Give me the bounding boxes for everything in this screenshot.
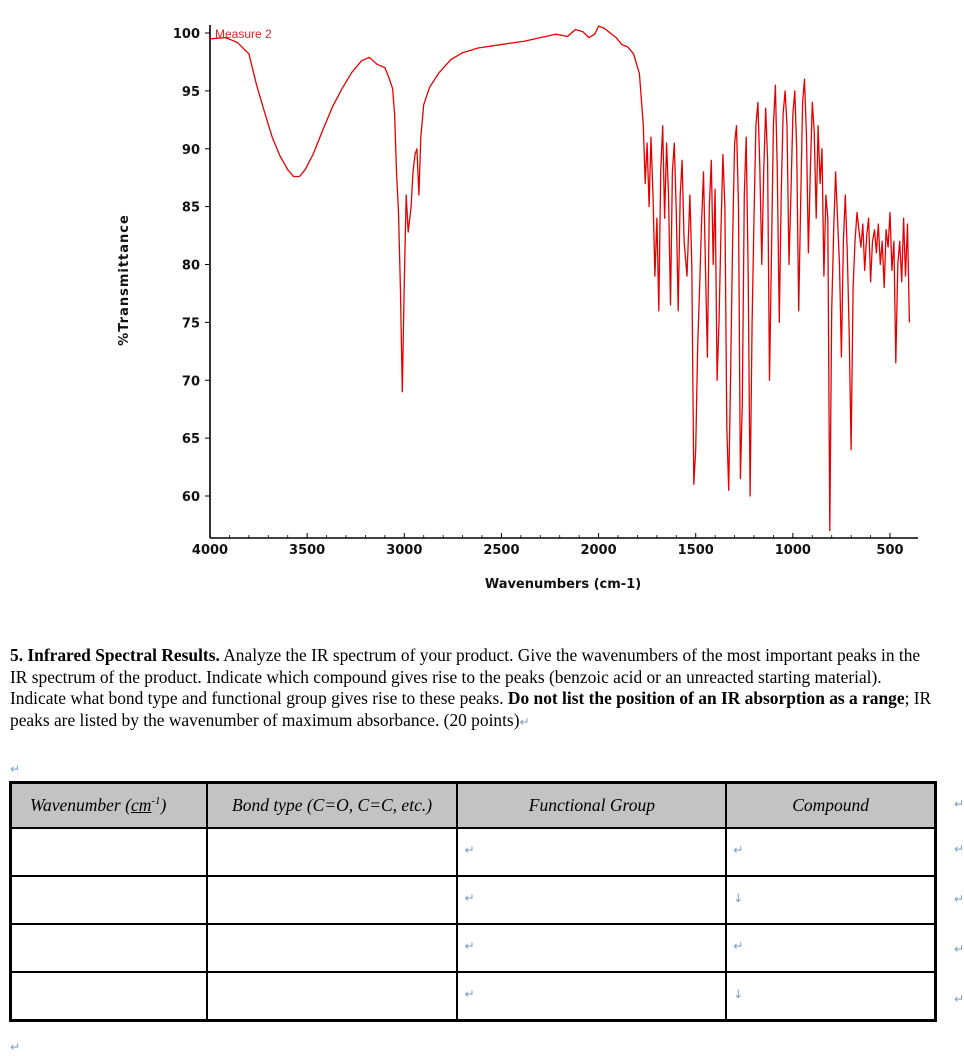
paragraph-mark-icon: ↵ — [10, 762, 21, 776]
x-tick-label: 3500 — [289, 543, 325, 558]
x-tick-label: 4000 — [192, 543, 228, 558]
x-tick-label: 1500 — [678, 543, 714, 558]
x-tick-label: 2000 — [580, 543, 616, 558]
x-tick-label: 500 — [876, 543, 903, 558]
y-tick-label: 70 — [182, 374, 200, 389]
series-label: Measure 2 — [215, 27, 272, 41]
x-tick-label: 1000 — [775, 543, 811, 558]
x-axis-title: Wavenumbers (cm-1) — [485, 577, 641, 592]
bond-type-cell[interactable] — [206, 876, 458, 924]
y-tick-label: 85 — [182, 201, 200, 216]
x-axis-ticks: 4000 3500 3000 2500 2000 1500 1000 500 — [192, 533, 904, 558]
functional-group-cell[interactable]: ↵ — [457, 828, 727, 876]
table-row: ↵ ↵ — [11, 924, 935, 972]
functional-group-cell[interactable]: ↵ — [457, 924, 727, 972]
row-end-mark-icon: ↵ — [953, 797, 964, 811]
paragraph-mark-icon: ↵ — [10, 1040, 21, 1054]
question-text-end: ; IR peaks are listed by the wavenumber … — [10, 688, 932, 730]
row-end-mark-icon: ↵ — [953, 892, 964, 906]
ir-spectrum-chart: 100 95 90 85 80 75 70 65 60 4000 3500 3000 2500 2000… — [117, 25, 918, 592]
y-axis-title: %Transmittance — [117, 214, 132, 346]
compound-cell[interactable]: ↵ — [726, 924, 935, 972]
bond-type-cell[interactable] — [206, 924, 458, 972]
spectrum-line — [209, 25, 911, 532]
header-functional-group: Functional Group — [457, 783, 727, 828]
y-axis-ticks: 100 95 90 85 80 75 70 65 60 — [173, 27, 210, 505]
functional-group-cell[interactable]: ↵ — [457, 972, 727, 1020]
bond-type-cell[interactable] — [206, 972, 458, 1020]
transmittance-series — [209, 25, 911, 532]
row-end-mark-icon: ↵ — [953, 942, 964, 956]
row-end-mark-icon: ↵ — [953, 992, 964, 1006]
y-tick-label: 65 — [182, 432, 200, 447]
bond-type-cell[interactable] — [206, 828, 458, 876]
question-5: 5. Infrared Spectral Results. Analyze th… — [10, 645, 940, 733]
header-bond-type: Bond type (C=O, C=C, etc.) — [206, 783, 458, 828]
wavenumber-cell[interactable] — [11, 972, 207, 1020]
y-tick-label: 100 — [173, 27, 200, 42]
header-compound: Compound — [726, 783, 935, 828]
y-tick-label: 80 — [182, 259, 200, 274]
paragraph-mark-icon: ↵ — [519, 714, 530, 729]
y-tick-label: 90 — [182, 143, 200, 158]
question-title: Infrared Spectral Results. — [27, 645, 220, 665]
question-number: 5. — [10, 645, 24, 665]
wavenumber-cell[interactable] — [11, 876, 207, 924]
table-row: ↵ ↓ — [11, 876, 935, 924]
compound-cell[interactable]: ↓ — [726, 972, 935, 1020]
y-tick-label: 75 — [182, 316, 200, 331]
header-wavenumber: Wavenumber (cm-1) — [11, 783, 207, 828]
x-tick-label: 2500 — [483, 543, 519, 558]
wavenumber-cell[interactable] — [11, 828, 207, 876]
table-header-row: Wavenumber (cm-1) Bond type (C=O, C=C, e… — [11, 783, 935, 828]
compound-cell[interactable]: ↵ — [726, 828, 935, 876]
question-emphasis: Do not list the position of an IR absorp… — [507, 688, 905, 708]
ir-results-table: Wavenumber (cm-1) Bond type (C=O, C=C, e… — [9, 781, 937, 1022]
row-end-mark-icon: ↵ — [953, 842, 964, 856]
y-tick-label: 60 — [182, 490, 200, 505]
question-text: Analyze the IR spectrum of your product.… — [10, 645, 921, 708]
table-row: ↵ ↵ — [11, 828, 935, 876]
table-row: ↵ ↓ — [11, 972, 935, 1020]
y-tick-label: 95 — [182, 85, 200, 100]
wavenumber-cell[interactable] — [11, 924, 207, 972]
x-tick-label: 3000 — [386, 543, 422, 558]
compound-cell[interactable]: ↓ — [726, 876, 935, 924]
functional-group-cell[interactable]: ↵ — [457, 876, 727, 924]
